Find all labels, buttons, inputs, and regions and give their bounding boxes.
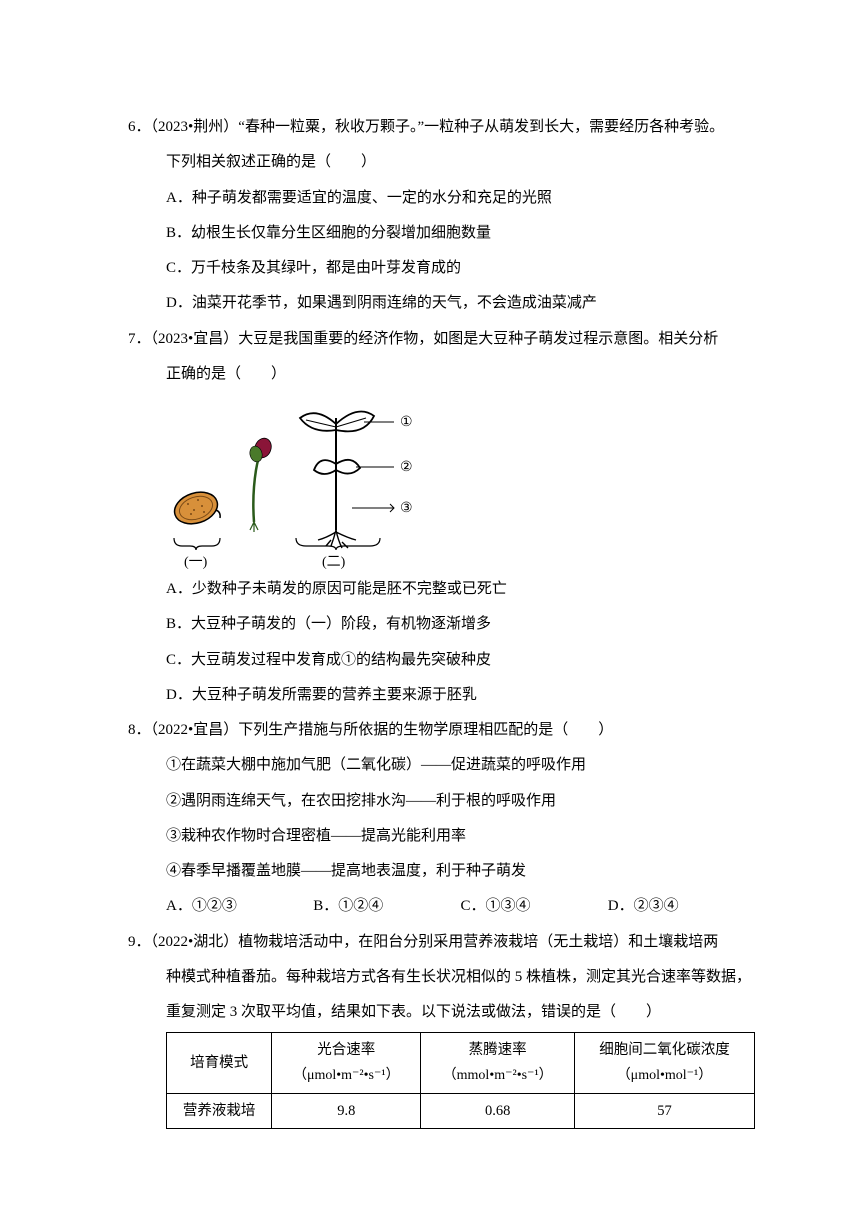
question-8: 8．（2022•宜昌）下列生产措施与所依据的生物学原理相匹配的是（ ） ①在蔬菜… xyxy=(128,713,755,925)
q7-stem-line2: 正确的是（ ） xyxy=(128,357,755,392)
q6-stem-a: “春种一粒粟，秋收万颗子。”一粒种子从萌发到长大，需要经历各种考验。 xyxy=(238,119,724,135)
cell-mode: 营养液栽培 xyxy=(167,1093,272,1128)
q8-line3: ③栽种农作物时合理密植——提高光能利用率 xyxy=(128,819,755,854)
q9-stem-a: 植物栽培活动中，在阳台分别采用营养液栽培（无土栽培）和土壤栽培两 xyxy=(238,934,718,950)
q8-line4: ④春季早播覆盖地膜——提高地表温度，利于种子萌发 xyxy=(128,854,755,889)
q8-line2: ②遇阴雨连绵天气，在农田挖排水沟——利于根的呼吸作用 xyxy=(128,784,755,819)
q6-source: （2023•荆州） xyxy=(151,119,239,135)
q9-source: （2022•湖北） xyxy=(151,934,239,950)
q6-option-c: C．万千枝条及其绿叶，都是由叶芽发育成的 xyxy=(128,251,755,286)
q6-option-b: B．幼根生长仅靠分生区细胞的分裂增加细胞数量 xyxy=(128,216,755,251)
q8-number: 8． xyxy=(128,722,151,738)
q8-choice-a: A．①②③ xyxy=(166,889,313,924)
bracket-label-2: (二) xyxy=(322,555,346,570)
question-6: 6．（2023•荆州）“春种一粒粟，秋收万颗子。”一粒种子从萌发到长大，需要经历… xyxy=(128,110,755,322)
sprout-icon xyxy=(248,436,274,532)
q8-source: （2022•宜昌） xyxy=(151,722,239,738)
label-3: ③ xyxy=(400,501,413,516)
cell-co2: 57 xyxy=(574,1093,754,1128)
table-row: 营养液栽培 9.8 0.68 57 xyxy=(167,1093,755,1128)
q7-stem-line1: 7．（2023•宜昌）大豆是我国重要的经济作物，如图是大豆种子萌发过程示意图。相… xyxy=(128,322,755,357)
plant-icon xyxy=(300,412,374,549)
q8-line1: ①在蔬菜大棚中施加气肥（二氧化碳）——促进蔬菜的呼吸作用 xyxy=(128,748,755,783)
cell-trans: 0.68 xyxy=(421,1093,575,1128)
q7-number: 7． xyxy=(128,331,151,347)
q7-option-d: D．大豆种子萌发所需要的营养主要来源于胚乳 xyxy=(128,678,755,713)
q8-stem-text: 下列生产措施与所依据的生物学原理相匹配的是（ ） xyxy=(238,722,613,738)
q9-stem-line1: 9．（2022•湖北）植物栽培活动中，在阳台分别采用营养液栽培（无土栽培）和土壤… xyxy=(128,925,755,960)
q9-stem-line3: 重复测定 3 次取平均值，结果如下表。以下说法或做法，错误的是（ ） xyxy=(128,995,755,1030)
q7-source: （2023•宜昌） xyxy=(151,331,239,347)
q9-number: 9． xyxy=(128,934,151,950)
q7-option-a: A．少数种子未萌发的原因可能是胚不完整或已死亡 xyxy=(128,572,755,607)
q7-stem-a: 大豆是我国重要的经济作物，如图是大豆种子萌发过程示意图。相关分析 xyxy=(238,331,718,347)
question-7: 7．（2023•宜昌）大豆是我国重要的经济作物，如图是大豆种子萌发过程示意图。相… xyxy=(128,322,755,714)
q7-option-c: C．大豆萌发过程中发育成①的结构最先突破种皮 xyxy=(128,643,755,678)
seed-germination-diagram: ① ② ③ (一) (二) xyxy=(166,400,426,570)
q8-choice-b: B．①②④ xyxy=(313,889,460,924)
q7-diagram: ① ② ③ (一) (二) xyxy=(128,400,755,570)
q6-number: 6． xyxy=(128,119,151,135)
q8-choice-d: D．②③④ xyxy=(608,889,755,924)
q8-choice-c: C．①③④ xyxy=(461,889,608,924)
data-table: 培育模式 光合速率 （μmol•m⁻²•s⁻¹） 蒸腾速率 （mmol•m⁻²•… xyxy=(166,1032,755,1128)
q8-stem: 8．（2022•宜昌）下列生产措施与所依据的生物学原理相匹配的是（ ） xyxy=(128,713,755,748)
bracket-label-1: (一) xyxy=(184,555,208,570)
q6-stem-line2: 下列相关叙述正确的是（ ） xyxy=(128,145,755,180)
th-co2: 细胞间二氧化碳浓度 （μmol•mol⁻¹） xyxy=(574,1033,754,1093)
table-header-row: 培育模式 光合速率 （μmol•m⁻²•s⁻¹） 蒸腾速率 （mmol•m⁻²•… xyxy=(167,1033,755,1093)
question-9: 9．（2022•湖北）植物栽培活动中，在阳台分别采用营养液栽培（无土栽培）和土壤… xyxy=(128,925,755,1129)
q9-stem-line2: 种模式种植番茄。每种栽培方式各有生长状况相似的 5 株植株，测定其光合速率等数据… xyxy=(128,960,755,995)
q6-option-d: D．油菜开花季节，如果遇到阴雨连绵的天气，不会造成油菜减产 xyxy=(128,286,755,321)
label-1: ① xyxy=(400,415,413,430)
th-transpiration: 蒸腾速率 （mmol•m⁻²•s⁻¹） xyxy=(421,1033,575,1093)
th-photosynthesis: 光合速率 （μmol•m⁻²•s⁻¹） xyxy=(272,1033,421,1093)
label-2: ② xyxy=(400,460,413,475)
q6-stem-line1: 6．（2023•荆州）“春种一粒粟，秋收万颗子。”一粒种子从萌发到长大，需要经历… xyxy=(128,110,755,145)
q8-choices: A．①②③ B．①②④ C．①③④ D．②③④ xyxy=(128,889,755,924)
th-mode: 培育模式 xyxy=(167,1033,272,1093)
q7-option-b: B．大豆种子萌发的（一）阶段，有机物逐渐增多 xyxy=(128,607,755,642)
q6-option-a: A．种子萌发都需要适宜的温度、一定的水分和充足的光照 xyxy=(128,181,755,216)
seed-icon xyxy=(170,487,221,529)
cell-photo: 9.8 xyxy=(272,1093,421,1128)
